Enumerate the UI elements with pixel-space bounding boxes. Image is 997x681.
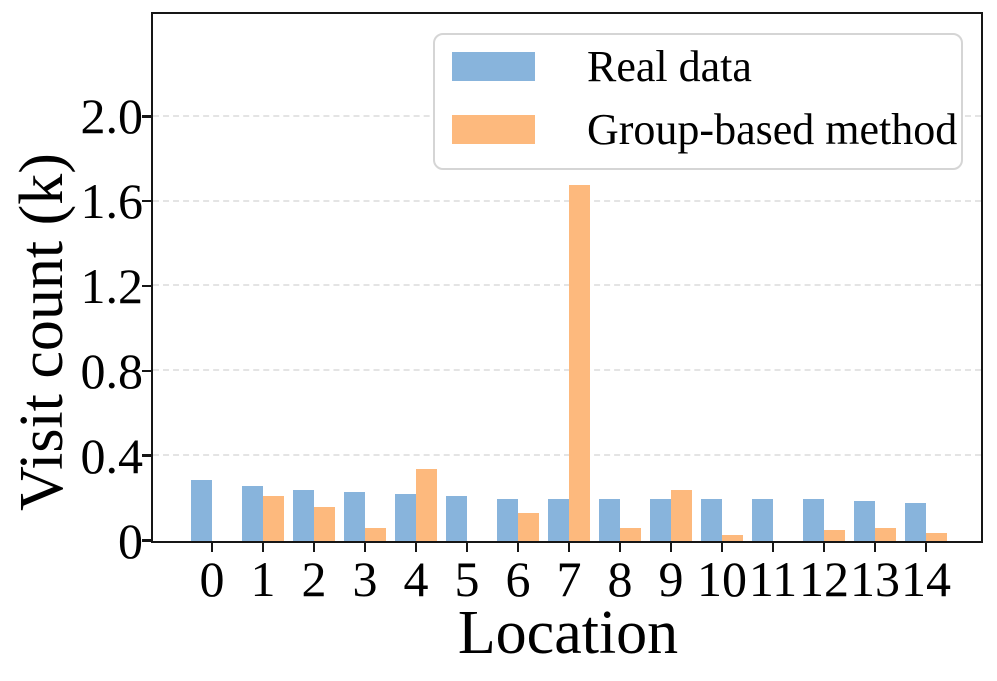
legend: Real data Group-based method xyxy=(433,33,963,170)
x-tick-mark xyxy=(261,543,265,552)
gridline xyxy=(153,369,981,372)
bar-group-based-loc-4 xyxy=(415,468,437,541)
bar-real-data-loc-3 xyxy=(343,492,365,541)
legend-item-group-based: Group-based method xyxy=(452,105,957,154)
y-tick-label: 1.6 xyxy=(80,173,144,230)
bar-real-data-loc-14 xyxy=(904,502,926,541)
y-tick-mark xyxy=(142,284,151,288)
bar-real-data-loc-12 xyxy=(802,498,824,541)
x-tick-mark xyxy=(210,543,214,552)
bar-real-data-loc-13 xyxy=(853,500,875,541)
y-tick-mark xyxy=(142,369,151,373)
bar-group-based-loc-6 xyxy=(517,513,539,541)
x-tick-label: 12 xyxy=(799,551,849,607)
bar-group-based-loc-12 xyxy=(823,530,845,541)
x-tick-label: 14 xyxy=(901,551,951,607)
x-tick-mark xyxy=(363,543,367,552)
y-tick-mark xyxy=(142,199,151,203)
x-tick-label: 0 xyxy=(199,551,225,607)
x-tick-mark xyxy=(822,543,826,552)
bar-real-data-loc-5 xyxy=(445,496,467,541)
bar-real-data-loc-4 xyxy=(394,494,416,541)
x-tick-mark xyxy=(618,543,622,552)
y-tick-label: 0.4 xyxy=(80,427,144,484)
bar-group-based-loc-10 xyxy=(721,534,743,541)
bar-group-based-loc-3 xyxy=(364,528,386,541)
bar-real-data-loc-11 xyxy=(751,498,773,541)
x-tick-mark xyxy=(771,543,775,552)
x-tick-mark xyxy=(924,543,928,552)
y-tick-mark xyxy=(142,115,151,118)
x-tick-label: 5 xyxy=(454,551,480,607)
gridline xyxy=(153,284,981,287)
x-tick-mark xyxy=(669,543,673,552)
x-tick-mark xyxy=(516,543,520,552)
x-tick-mark xyxy=(567,543,571,552)
legend-label: Real data xyxy=(587,42,752,91)
bar-real-data-loc-2 xyxy=(292,490,314,541)
y-tick-mark xyxy=(142,539,151,542)
gridline xyxy=(153,454,981,457)
x-axis-title: Location xyxy=(457,599,679,667)
y-tick-mark xyxy=(142,454,151,457)
bar-real-data-loc-8 xyxy=(598,498,620,541)
x-tick-mark xyxy=(312,543,316,552)
x-tick-label: 10 xyxy=(697,551,747,607)
x-tick-mark xyxy=(720,543,724,552)
bar-group-based-loc-8 xyxy=(619,528,641,541)
x-tick-label: 2 xyxy=(301,551,327,607)
x-tick-label: 4 xyxy=(403,551,429,607)
x-tick-mark xyxy=(873,543,877,552)
x-tick-label: 11 xyxy=(748,551,798,607)
y-tick-label: 0 xyxy=(118,512,143,569)
y-tick-label: 0.8 xyxy=(80,342,144,399)
x-tick-label: 1 xyxy=(250,551,276,607)
bar-group-based-loc-13 xyxy=(874,528,896,541)
x-tick-label: 6 xyxy=(505,551,531,607)
bar-real-data-loc-0 xyxy=(190,479,212,541)
bar-real-data-loc-10 xyxy=(700,498,722,541)
legend-item-real-data: Real data xyxy=(452,42,752,91)
x-tick-label: 9 xyxy=(658,551,684,607)
x-tick-label: 8 xyxy=(607,551,633,607)
x-tick-label: 7 xyxy=(556,551,582,607)
y-tick-label: 1.2 xyxy=(80,257,144,314)
x-tick-mark xyxy=(465,543,469,552)
bar-group-based-loc-7 xyxy=(568,184,590,541)
bar-real-data-loc-1 xyxy=(241,485,263,541)
x-tick-label: 13 xyxy=(850,551,900,607)
bar-real-data-loc-6 xyxy=(496,498,518,541)
legend-label: Group-based method xyxy=(587,105,958,154)
y-tick-label: 2.0 xyxy=(80,88,144,145)
group-based-swatch xyxy=(452,115,535,144)
bar-group-based-loc-2 xyxy=(313,507,335,541)
bar-group-based-loc-14 xyxy=(925,532,947,541)
x-tick-mark xyxy=(414,543,418,552)
bar-real-data-loc-7 xyxy=(547,498,569,541)
bar-real-data-loc-9 xyxy=(649,498,671,541)
gridline xyxy=(153,199,981,202)
bar-group-based-loc-1 xyxy=(262,496,284,541)
real-data-swatch xyxy=(452,52,535,81)
x-tick-label: 3 xyxy=(352,551,378,607)
bar-group-based-loc-9 xyxy=(670,490,692,541)
